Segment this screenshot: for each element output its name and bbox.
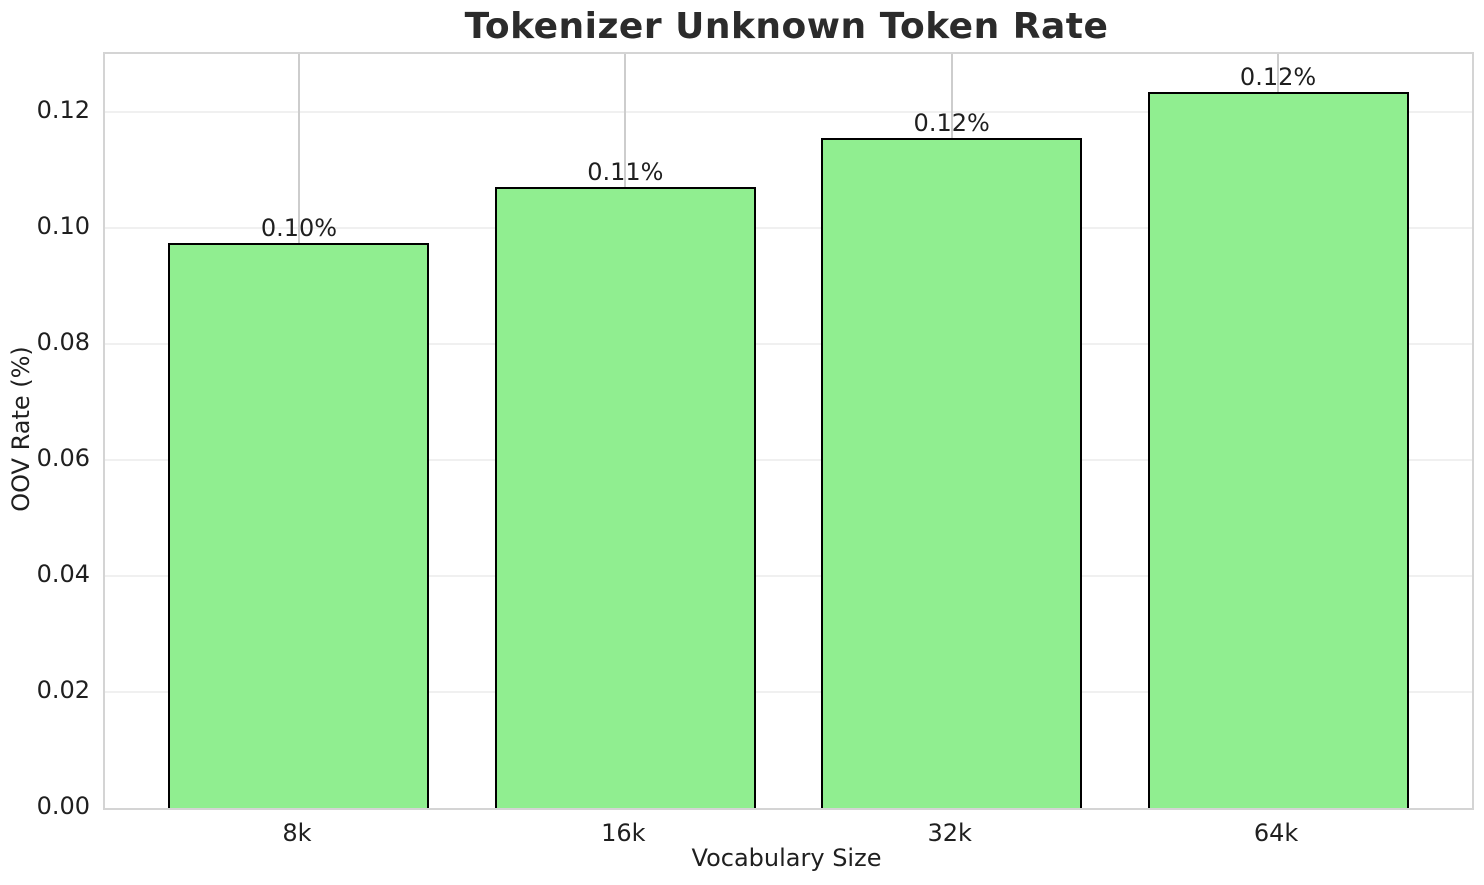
chart-title: Tokenizer Unknown Token Rate: [464, 6, 1109, 47]
x-tick-label: 8k: [282, 819, 312, 847]
bar-value-label: 0.11%: [587, 158, 664, 187]
h-gridline: [105, 575, 1472, 577]
x-axis-label: Vocabulary Size: [691, 844, 882, 872]
bar-8k: [168, 242, 430, 808]
y-tick-label: 0.02: [36, 676, 90, 704]
bar-16k: [494, 187, 756, 808]
y-tick-label: 0.12: [36, 96, 90, 124]
x-tick-label: 32k: [927, 819, 972, 847]
h-gridline: [105, 459, 1472, 461]
bar-value-label: 0.12%: [1239, 62, 1317, 91]
h-gridline: [105, 227, 1472, 229]
y-axis-label: OOV Rate (%): [7, 346, 35, 512]
bar-32k: [821, 138, 1083, 808]
bar-64k: [1147, 91, 1409, 808]
bar-value-label: 0.10%: [260, 213, 338, 242]
bar-value-label: 0.12%: [913, 109, 990, 138]
y-tick-label: 0.08: [36, 328, 90, 356]
h-gridline: [105, 111, 1472, 113]
y-tick-label: 0.10: [36, 212, 90, 240]
h-gridline: [105, 343, 1472, 345]
x-tick-label: 16k: [601, 819, 646, 847]
y-tick-label: 0.00: [36, 792, 90, 820]
plot-area: 0.10% 0.11% 0.12% 0.12%: [103, 52, 1474, 810]
y-tick-label: 0.04: [36, 560, 90, 588]
y-tick-label: 0.06: [36, 444, 90, 472]
h-gridline: [105, 691, 1472, 693]
x-tick-label: 64k: [1253, 819, 1299, 847]
